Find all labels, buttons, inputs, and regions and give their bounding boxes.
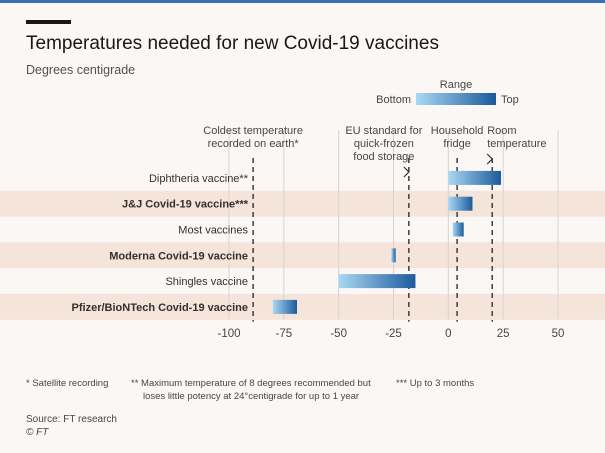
x-tick-label: -25 [385,328,402,340]
category-label: J&J Covid-19 vaccine*** [122,199,249,211]
x-tick-label: -100 [217,328,240,340]
row-band [0,190,605,217]
category-label: Most vaccines [178,225,248,237]
category-label: Pfizer/BioNTech Covid-19 vaccine [72,302,248,314]
row-band [0,242,605,269]
x-tick-label: -75 [276,328,293,340]
range-bar [338,274,416,289]
category-label: Moderna Covid-19 vaccine [109,250,248,262]
x-tick-label: 25 [497,328,510,340]
range-bar [391,248,396,263]
copyright-text: © FT [26,427,49,438]
legend-bottom-label: Bottom [376,94,411,106]
range-chart: Coldest temperature recorded on earth* EU … [0,79,605,340]
label-caret [486,153,494,165]
legend-top-label: Top [501,94,519,106]
source-block: Source: FT research © FT [26,413,117,439]
label-caret [403,166,410,178]
chart-title: Temperatures needed for new Covid-19 vac… [26,33,439,54]
x-tick-label: -50 [330,328,347,340]
reference-label: Room temperature [487,125,546,150]
footnote-diphtheria-line1: ** Maximum temperature of 8 degrees reco… [131,378,371,389]
footnote-jj: *** Up to 3 months [396,378,475,389]
category-label: Diphtheria vaccine** [149,173,249,185]
source-text: Source: FT research [26,414,117,425]
x-tick-label: 0 [445,328,451,340]
reference-label: Household fridge [431,125,484,150]
reference-label: Coldest temperature recorded on earth* [203,125,303,150]
range-bar [452,222,464,237]
title-rule [26,20,71,24]
category-label: Shingles vaccine [165,276,248,288]
x-tick-label: 50 [552,328,565,340]
top-accent-line [0,0,605,3]
footnote-diphtheria-line2: loses little potency at 24°centigrade fo… [143,391,360,402]
range-bar [272,299,297,314]
range-bar [448,196,473,211]
range-bar [448,170,501,185]
reference-label: EU standard for quick-frozen food storage [345,125,422,163]
legend-swatch [416,93,496,105]
footnote-satellite: * Satellite recording [26,378,109,389]
legend-title: Range [440,79,472,91]
chart-subtitle: Degrees centigrade [26,63,136,77]
row-band [0,294,605,320]
